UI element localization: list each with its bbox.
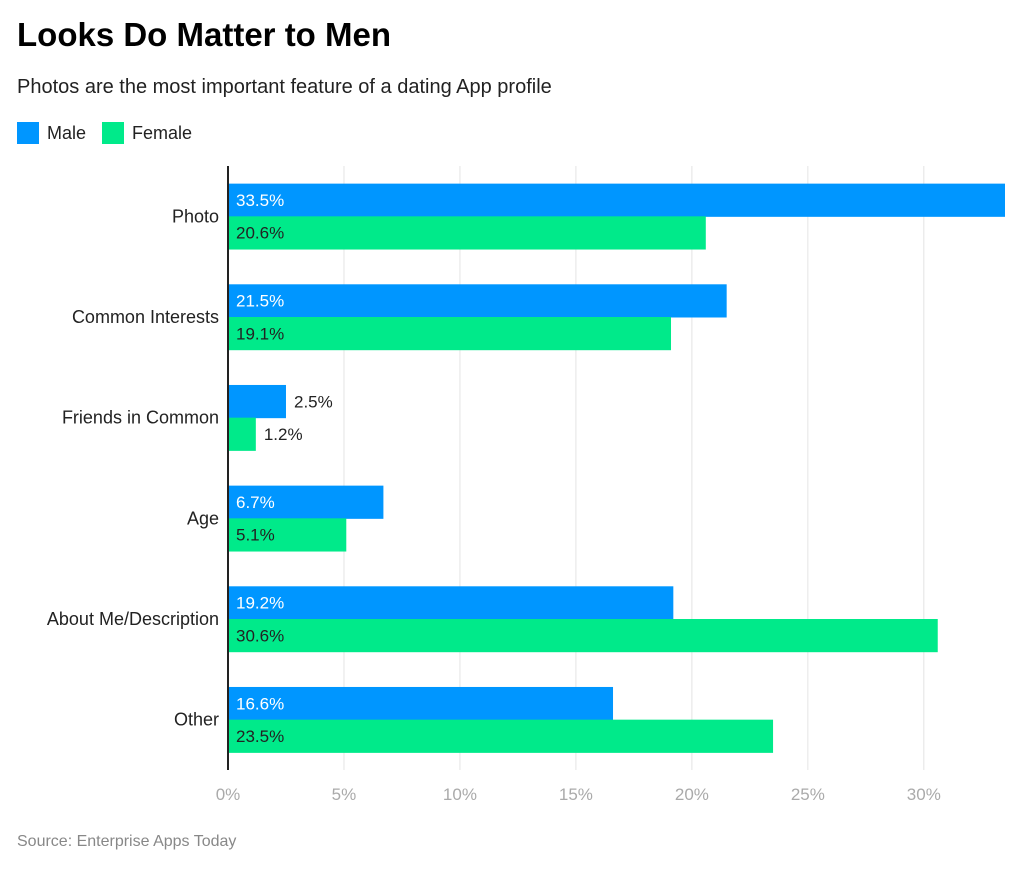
data-label: 33.5% (236, 191, 284, 210)
bar-female (228, 216, 706, 250)
category-label: Other (174, 710, 219, 730)
bar-female (228, 417, 256, 451)
x-tick-label: 30% (907, 785, 941, 804)
legend-item-female: Female (102, 122, 192, 144)
bar-male (228, 485, 384, 519)
bar-male (228, 586, 674, 620)
category-label: Friends in Common (62, 408, 219, 428)
data-label: 20.6% (236, 224, 284, 243)
data-label: 19.1% (236, 324, 284, 343)
data-label: 23.5% (236, 727, 284, 746)
data-label: 19.2% (236, 594, 284, 613)
x-tick-label: 0% (216, 785, 241, 804)
data-label: 2.5% (294, 392, 333, 411)
bar-male (228, 384, 286, 419)
category-label: Common Interests (72, 307, 219, 327)
x-tick-label: 10% (443, 785, 477, 804)
legend-label-male: Male (47, 122, 87, 143)
data-label: 5.1% (236, 526, 275, 545)
data-label: 30.6% (236, 626, 284, 645)
x-tick-label: 25% (791, 785, 825, 804)
bar-male (228, 284, 727, 318)
legend-label-female: Female (132, 122, 193, 143)
x-tick-label: 15% (559, 785, 593, 804)
x-tick-label: 20% (675, 785, 709, 804)
x-tick-label: 5% (332, 785, 357, 804)
bar-male (228, 183, 1005, 217)
legend: Male Female (17, 122, 192, 144)
data-label: 6.7% (236, 493, 275, 512)
bar-female (228, 518, 347, 552)
bar-female (228, 619, 938, 653)
source-note: Source: Enterprise Apps Today (17, 833, 237, 850)
category-label: About Me/Description (47, 609, 219, 629)
data-label: 16.6% (236, 694, 284, 713)
legend-swatch-male (17, 122, 39, 144)
category-label: Photo (172, 206, 219, 226)
bar-female (228, 317, 672, 351)
category-label: Age (187, 508, 219, 528)
legend-swatch-female (102, 122, 125, 144)
legend-item-male: Male (17, 122, 86, 144)
data-label: 21.5% (236, 292, 284, 311)
bar-female (228, 719, 774, 753)
data-label: 1.2% (264, 425, 303, 444)
chart-title: Looks Do Matter to Men (17, 16, 392, 53)
bar-male (228, 686, 614, 721)
chart-subtitle: Photos are the most important feature of… (17, 76, 552, 98)
